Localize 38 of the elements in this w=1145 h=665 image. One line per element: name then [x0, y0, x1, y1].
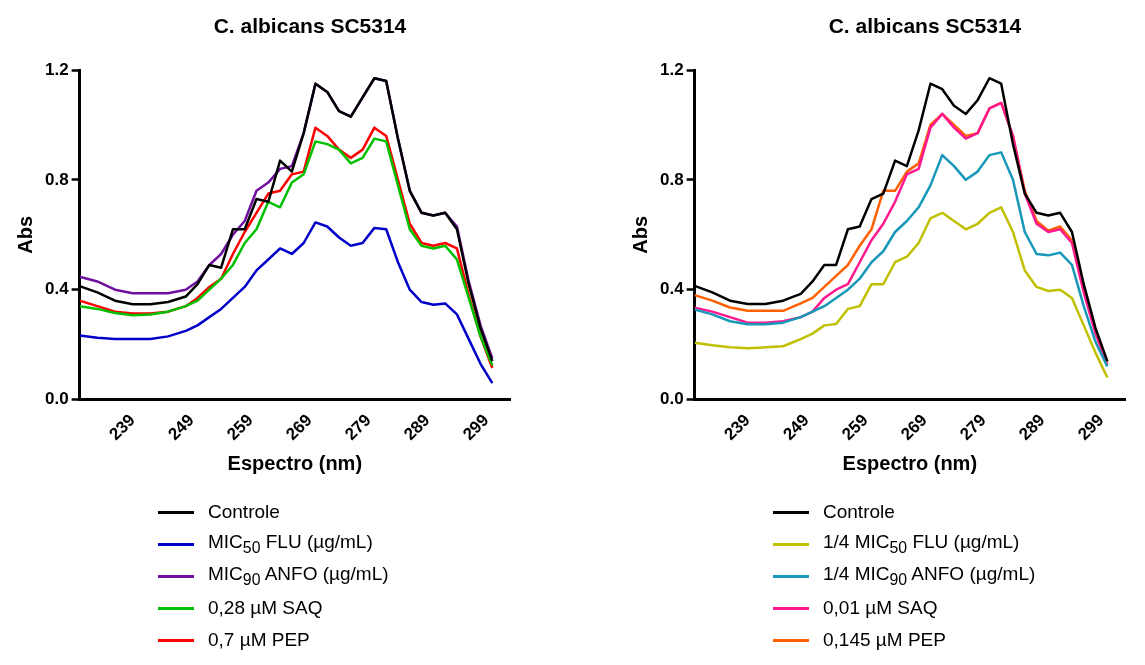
x-axis-title: Espectro (nm) — [842, 451, 978, 474]
y-tick-label: 0.8 — [44, 169, 69, 189]
chart-title: C. albicans SC5314 — [827, 14, 1023, 38]
x-tick-label: 249 — [164, 410, 198, 444]
x-tick-label: 289 — [400, 410, 434, 444]
y-tick-label: 0.0 — [659, 389, 684, 409]
legend-label: 0,01 µM SAQ — [823, 597, 938, 619]
y-tick-label: 0.0 — [44, 389, 69, 409]
x-tick-label: 239 — [720, 410, 754, 444]
y-tick-label: 0.4 — [659, 279, 685, 299]
y-tick-label: 0.8 — [659, 169, 684, 189]
x-axis-title: Espectro (nm) — [227, 451, 363, 474]
x-tick-label: 269 — [282, 410, 316, 444]
y-axis-title: Abs — [13, 215, 36, 254]
y-axis-title: Abs — [628, 215, 651, 254]
x-tick-label: 269 — [897, 410, 931, 444]
legend-label: 1/4 MIC$_{50}$ FLU (µg/mL) — [823, 531, 1020, 557]
x-tick-label: 239 — [105, 410, 139, 444]
x-tick-label: 299 — [1074, 410, 1108, 444]
x-tick-label: 279 — [956, 410, 990, 444]
y-tick-label: 1.2 — [44, 59, 69, 79]
chart-title: C. albicans SC5314 — [212, 14, 408, 38]
y-tick-label: 1.2 — [659, 59, 684, 79]
x-tick-label: 249 — [779, 410, 813, 444]
legend-label: 0,145 µM PEP — [823, 629, 946, 651]
y-tick-label: 0.4 — [44, 279, 70, 299]
legend-label: 0,28 µM SAQ — [208, 597, 323, 619]
legend-label: Controle — [208, 501, 280, 523]
legend-label: Controle — [823, 501, 895, 523]
legend-label: 1/4 MIC$_{90}$ ANFO (µg/mL) — [823, 563, 1036, 589]
legend-label: 0,7 µM PEP — [208, 629, 310, 651]
x-tick-label: 279 — [341, 410, 375, 444]
legend-label: MIC$_{50}$ FLU (µg/mL) — [208, 531, 373, 557]
x-tick-label: 259 — [838, 410, 872, 444]
x-tick-label: 259 — [223, 410, 257, 444]
x-tick-label: 299 — [459, 410, 493, 444]
x-tick-label: 289 — [1015, 410, 1049, 444]
legend-label: MIC$_{90}$ ANFO (µg/mL) — [208, 563, 389, 589]
